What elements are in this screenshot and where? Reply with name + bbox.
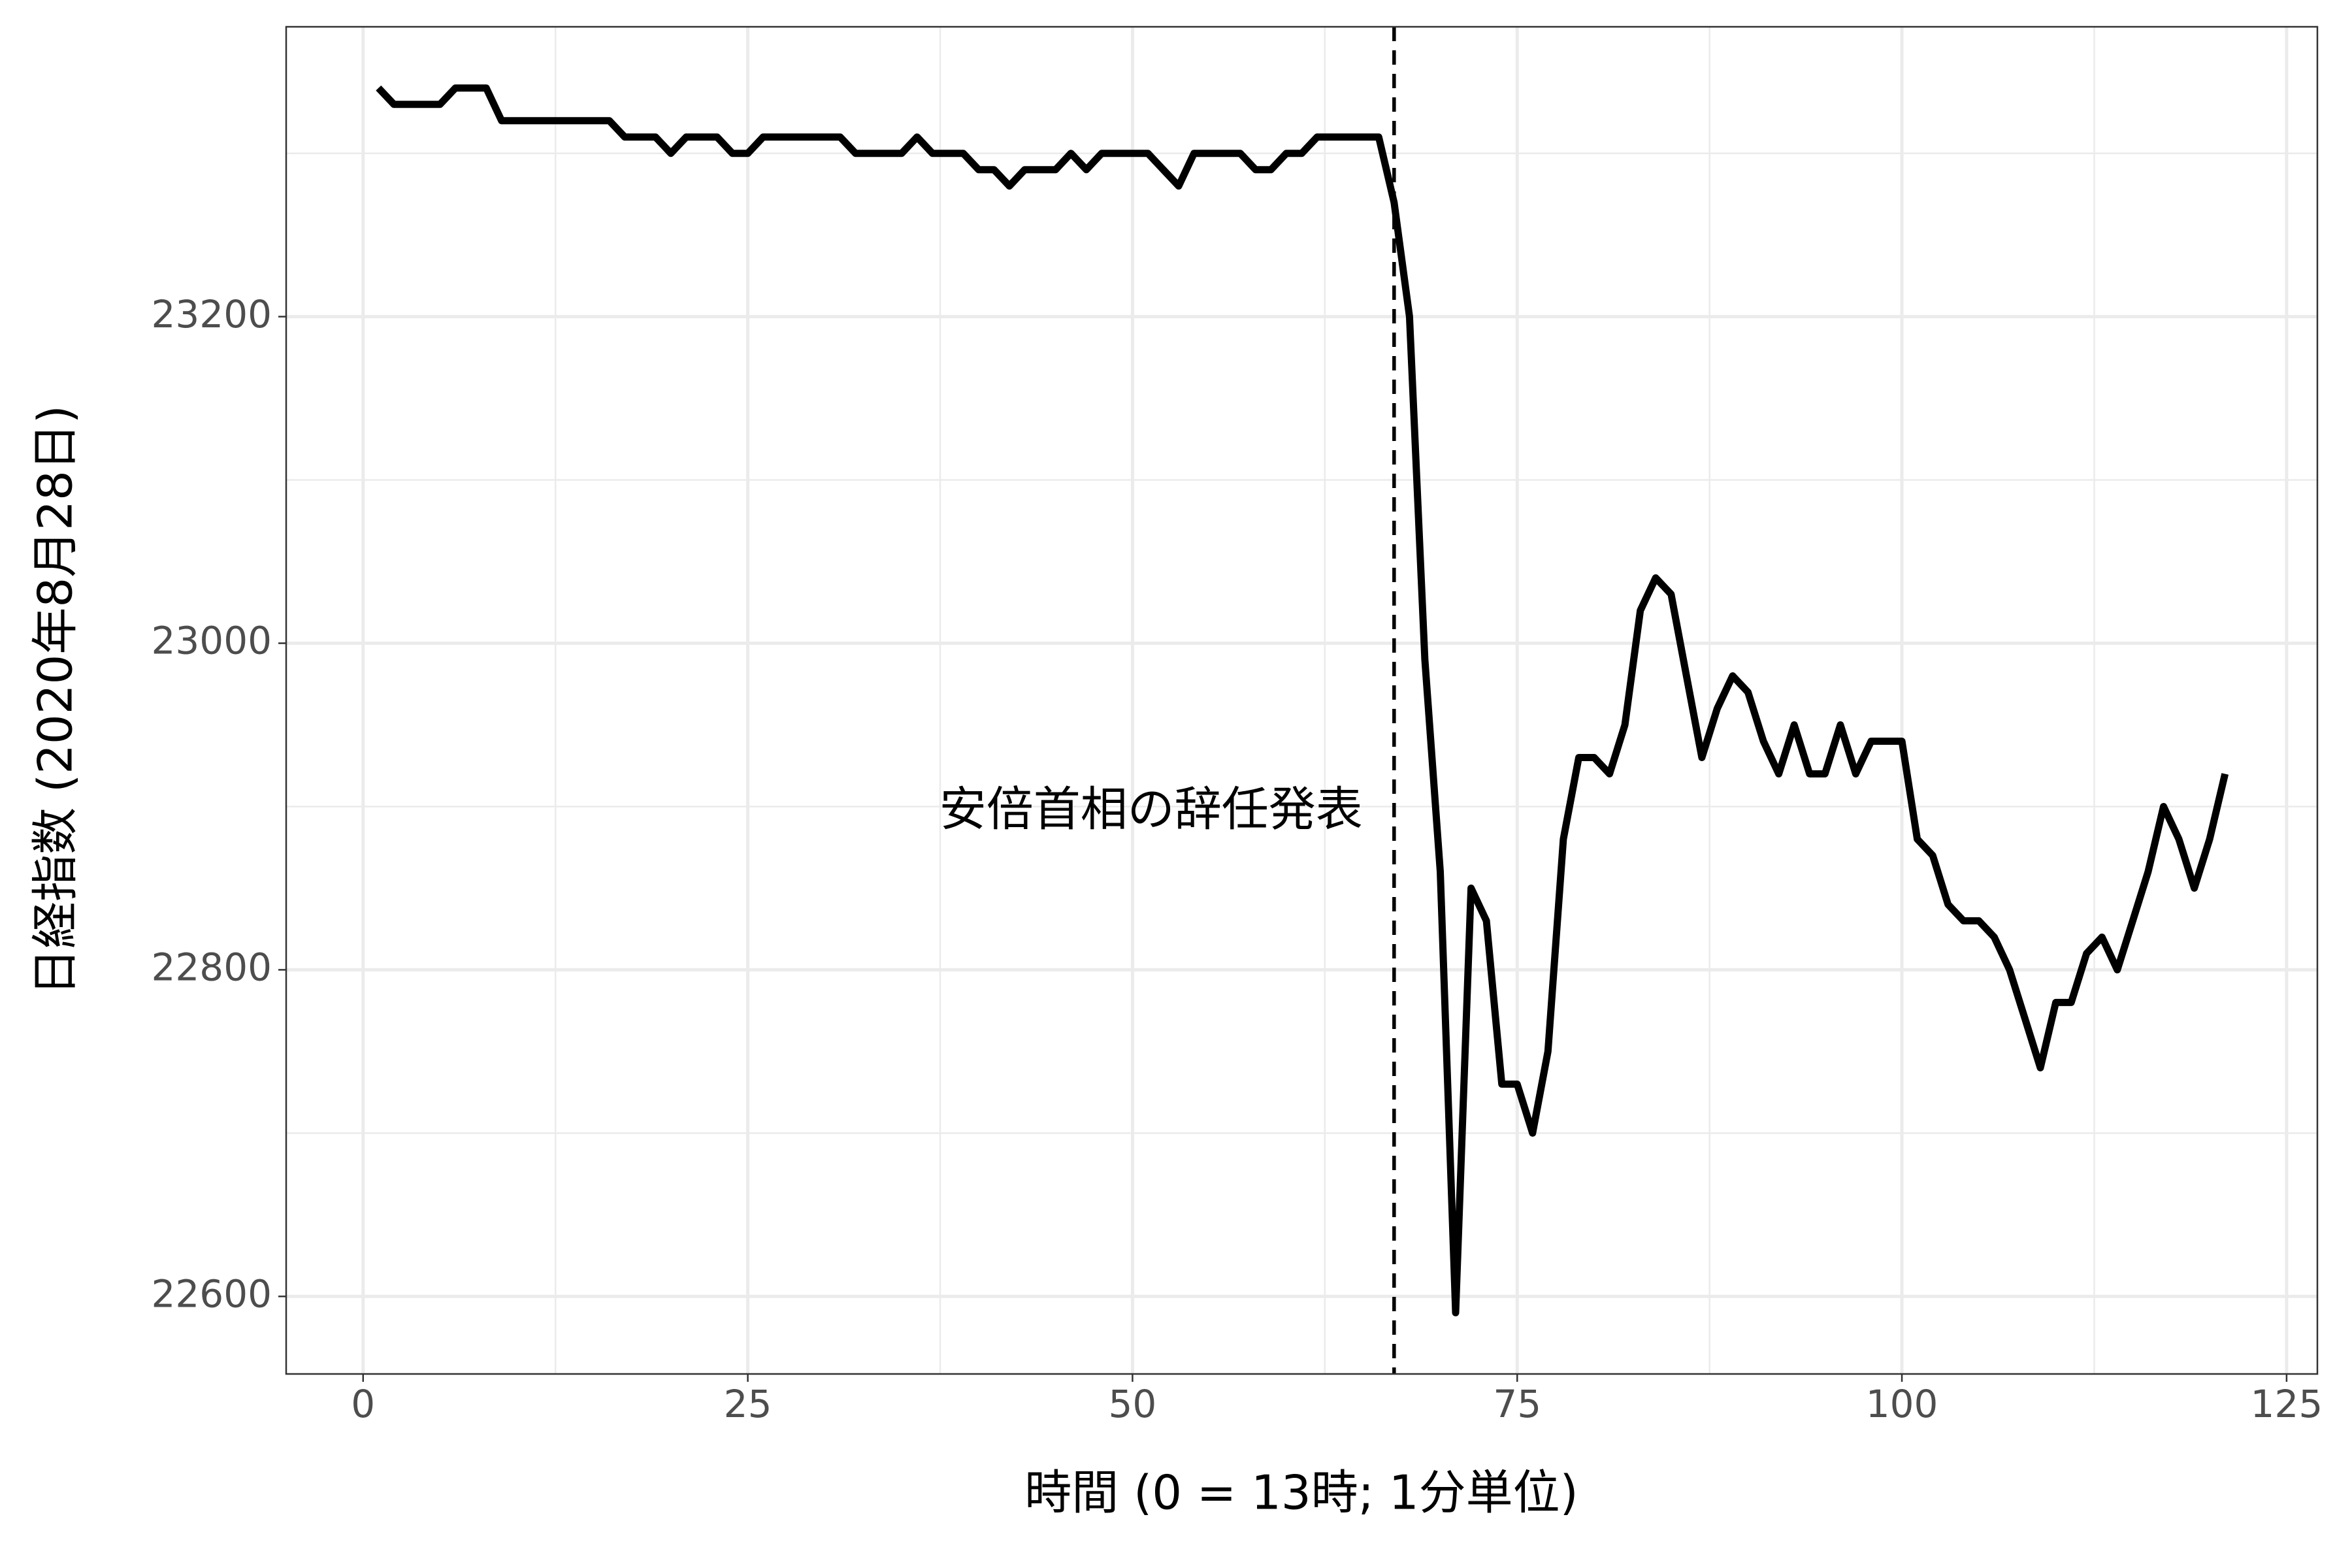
x-tick-label: 25 [724, 1382, 772, 1426]
y-tick-label: 22800 [151, 945, 272, 990]
x-axis-title: 時間 (0 = 13時; 1分単位) [1024, 1465, 1578, 1520]
y-tick-label: 23200 [151, 292, 272, 336]
panel-border [285, 25, 2319, 1375]
x-tick-label: 100 [1866, 1382, 1938, 1426]
y-axis-title: 日経指数 (2020年8月28日) [28, 405, 83, 996]
annotation: 安倍首相の辞任発表 [939, 782, 1363, 837]
line [376, 84, 2229, 1316]
x-tick-label: 50 [1109, 1382, 1157, 1426]
x-tick-label: 0 [351, 1382, 375, 1426]
x-tick-label: 125 [2251, 1382, 2323, 1426]
x-tick-label: 75 [1493, 1382, 1541, 1426]
y-tick-label: 22600 [151, 1271, 272, 1316]
y-tick-label: 23000 [151, 619, 272, 663]
